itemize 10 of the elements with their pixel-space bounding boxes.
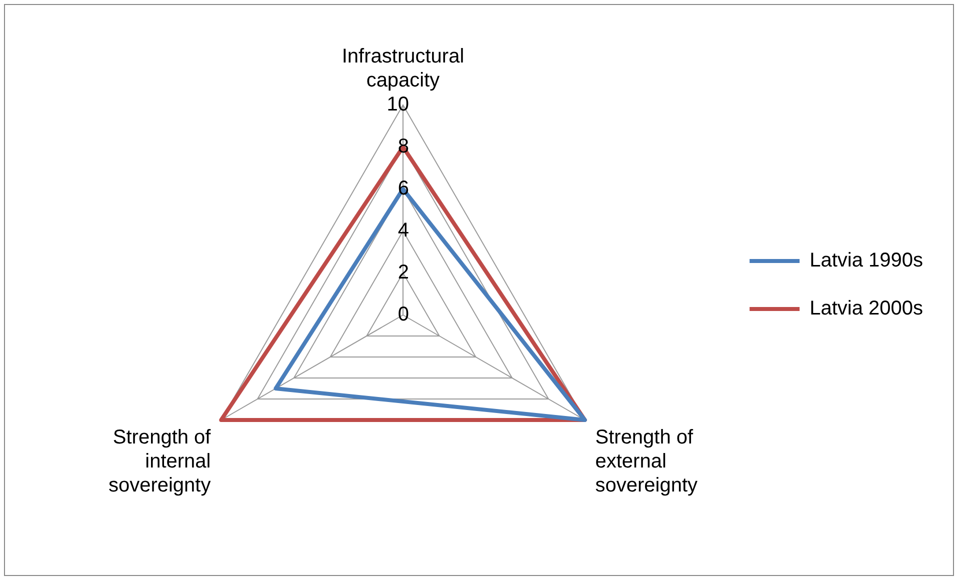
legend-label: Latvia 2000s xyxy=(810,298,924,320)
spoke-label: Infrastructural capacity xyxy=(342,46,464,92)
y-tick-label: 4 xyxy=(398,220,409,242)
y-tick-label: 0 xyxy=(398,304,409,326)
legend-label: Latvia 1990s xyxy=(810,250,924,272)
y-tick-label: 10 xyxy=(386,94,409,116)
spoke-label: Strength of internal sovereignty xyxy=(108,426,212,497)
y-tick-label: 2 xyxy=(398,262,409,284)
y-tick-label: 8 xyxy=(398,136,409,158)
spoke-label: Strength of external sovereignty xyxy=(595,426,698,497)
